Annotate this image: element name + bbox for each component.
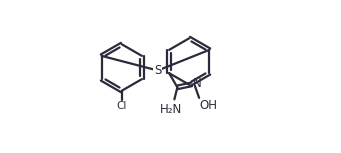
Text: H₂N: H₂N bbox=[160, 103, 182, 116]
Text: N: N bbox=[193, 77, 202, 90]
Text: Cl: Cl bbox=[117, 101, 127, 111]
Text: OH: OH bbox=[200, 99, 218, 112]
Text: S: S bbox=[154, 64, 161, 77]
